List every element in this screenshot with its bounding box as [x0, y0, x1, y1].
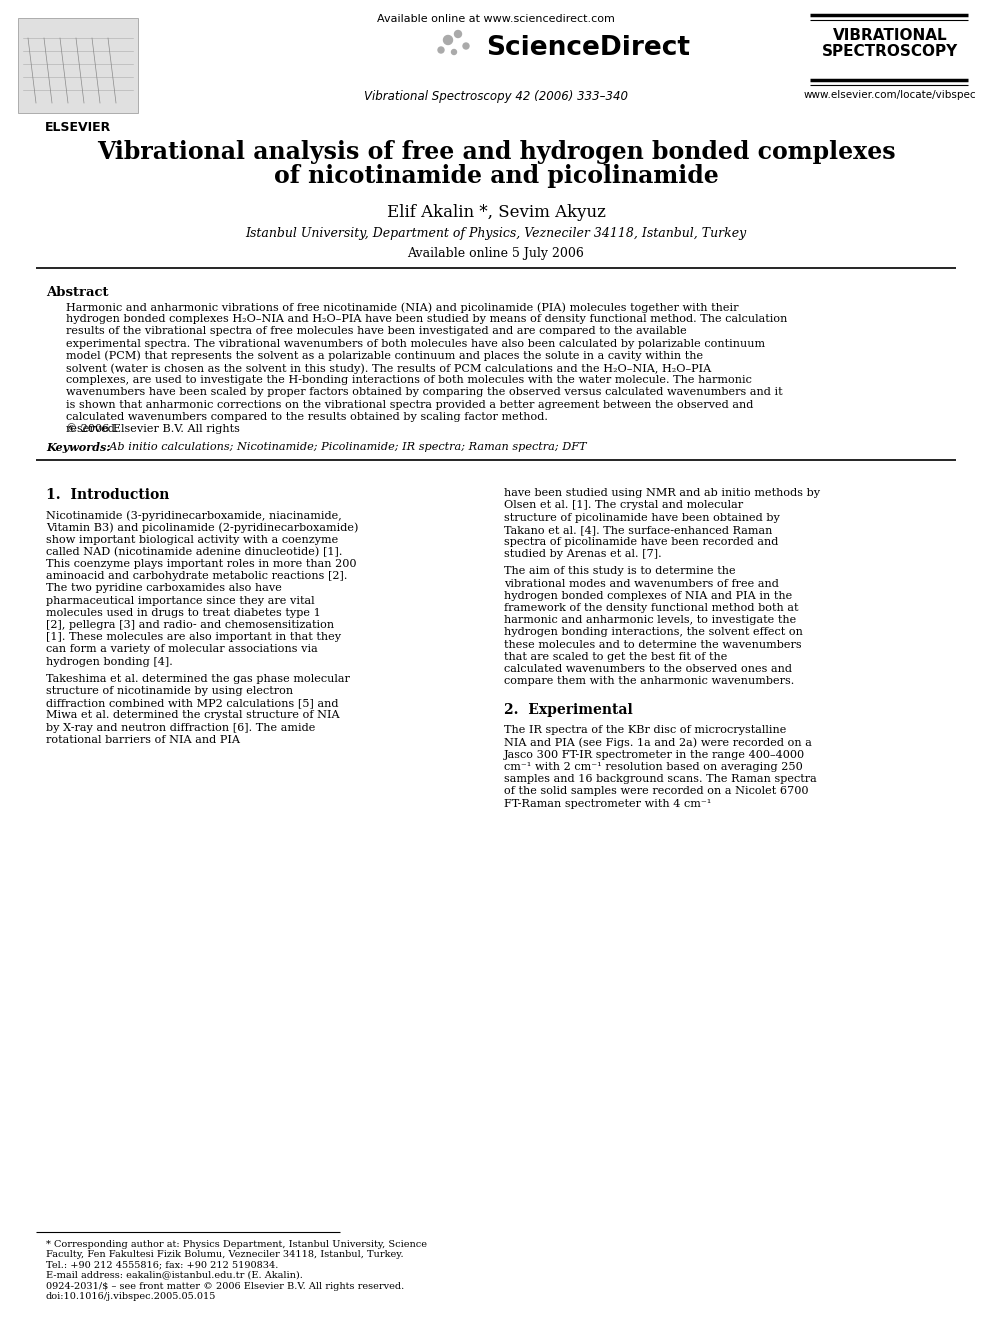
Text: This coenzyme plays important roles in more than 200: This coenzyme plays important roles in m… — [46, 560, 356, 569]
Text: spectra of picolinamide have been recorded and: spectra of picolinamide have been record… — [504, 537, 779, 546]
Text: Takeshima et al. determined the gas phase molecular: Takeshima et al. determined the gas phas… — [46, 673, 350, 684]
Text: Jasco 300 FT-IR spectrometer in the range 400–4000: Jasco 300 FT-IR spectrometer in the rang… — [504, 750, 806, 759]
Text: hydrogen bonded complexes H₂O–NIA and H₂O–PIA have been studied by means of dens: hydrogen bonded complexes H₂O–NIA and H₂… — [66, 314, 788, 324]
Text: hydrogen bonding [4].: hydrogen bonding [4]. — [46, 656, 173, 667]
Text: E-mail address: eakalin@istanbul.edu.tr (E. Akalin).: E-mail address: eakalin@istanbul.edu.tr … — [46, 1270, 303, 1279]
Text: NIA and PIA (see Figs. 1a and 2a) were recorded on a: NIA and PIA (see Figs. 1a and 2a) were r… — [504, 738, 811, 749]
Text: Keywords:: Keywords: — [46, 442, 110, 454]
Text: cm⁻¹ with 2 cm⁻¹ resolution based on averaging 250: cm⁻¹ with 2 cm⁻¹ resolution based on ave… — [504, 762, 803, 773]
Text: Ab initio calculations; Nicotinamide; Picolinamide; IR spectra; Raman spectra; D: Ab initio calculations; Nicotinamide; Pi… — [102, 442, 586, 452]
Text: is shown that anharmonic corrections on the vibrational spectra provided a bette: is shown that anharmonic corrections on … — [66, 400, 753, 410]
Text: solvent (water is chosen as the solvent in this study). The results of PCM calcu: solvent (water is chosen as the solvent … — [66, 363, 711, 373]
Text: Vibrational Spectroscopy 42 (2006) 333–340: Vibrational Spectroscopy 42 (2006) 333–3… — [364, 90, 628, 103]
Text: of the solid samples were recorded on a Nicolet 6700: of the solid samples were recorded on a … — [504, 786, 808, 796]
Text: Elif Akalin *, Sevim Akyuz: Elif Akalin *, Sevim Akyuz — [387, 204, 605, 221]
Text: Vitamin B3) and picolinamide (2-pyridinecarboxamide): Vitamin B3) and picolinamide (2-pyridine… — [46, 523, 358, 533]
Circle shape — [443, 36, 452, 45]
Text: * Corresponding author at: Physics Department, Istanbul University, Science: * Corresponding author at: Physics Depar… — [46, 1240, 427, 1249]
Text: have been studied using NMR and ab initio methods by: have been studied using NMR and ab initi… — [504, 488, 820, 499]
Text: Miwa et al. determined the crystal structure of NIA: Miwa et al. determined the crystal struc… — [46, 710, 339, 721]
Text: Vibrational analysis of free and hydrogen bonded complexes: Vibrational analysis of free and hydroge… — [96, 140, 896, 164]
Text: model (PCM) that represents the solvent as a polarizable continuum and places th: model (PCM) that represents the solvent … — [66, 351, 703, 361]
Text: Tel.: +90 212 4555816; fax: +90 212 5190834.: Tel.: +90 212 4555816; fax: +90 212 5190… — [46, 1259, 279, 1269]
Text: Available online 5 July 2006: Available online 5 July 2006 — [408, 247, 584, 261]
Text: aminoacid and carbohydrate metabolic reactions [2].: aminoacid and carbohydrate metabolic rea… — [46, 572, 347, 581]
Text: Takano et al. [4]. The surface-enhanced Raman: Takano et al. [4]. The surface-enhanced … — [504, 525, 773, 534]
Text: [2], pellegra [3] and radio- and chemosensitization: [2], pellegra [3] and radio- and chemose… — [46, 620, 334, 630]
Text: pharmaceutical importance since they are vital: pharmaceutical importance since they are… — [46, 595, 314, 606]
Text: www.elsevier.com/locate/vibspec: www.elsevier.com/locate/vibspec — [804, 90, 976, 101]
Text: wavenumbers have been scaled by proper factors obtained by comparing the observe: wavenumbers have been scaled by proper f… — [66, 388, 783, 397]
Text: The aim of this study is to determine the: The aim of this study is to determine th… — [504, 566, 736, 577]
Text: experimental spectra. The vibrational wavenumbers of both molecules have also be: experimental spectra. The vibrational wa… — [66, 339, 765, 348]
Text: calculated wavenumbers to the observed ones and: calculated wavenumbers to the observed o… — [504, 664, 792, 673]
Text: 1.  Introduction: 1. Introduction — [46, 488, 170, 503]
Text: samples and 16 background scans. The Raman spectra: samples and 16 background scans. The Ram… — [504, 774, 816, 785]
Text: ELSEVIER: ELSEVIER — [45, 120, 111, 134]
Text: molecules used in drugs to treat diabetes type 1: molecules used in drugs to treat diabete… — [46, 607, 320, 618]
Text: these molecules and to determine the wavenumbers: these molecules and to determine the wav… — [504, 639, 802, 650]
Text: SPECTROSCOPY: SPECTROSCOPY — [822, 44, 958, 60]
Text: of nicotinamide and picolinamide: of nicotinamide and picolinamide — [274, 164, 718, 188]
Text: framework of the density functional method both at: framework of the density functional meth… — [504, 603, 799, 613]
Bar — [18, 19, 138, 112]
Text: hydrogen bonding interactions, the solvent effect on: hydrogen bonding interactions, the solve… — [504, 627, 803, 638]
Text: doi:10.1016/j.vibspec.2005.05.015: doi:10.1016/j.vibspec.2005.05.015 — [46, 1293, 216, 1301]
Text: Available online at www.sciencedirect.com: Available online at www.sciencedirect.co… — [377, 15, 615, 24]
Text: VIBRATIONAL: VIBRATIONAL — [832, 28, 947, 44]
Circle shape — [451, 49, 456, 54]
Text: hydrogen bonded complexes of NIA and PIA in the: hydrogen bonded complexes of NIA and PIA… — [504, 591, 793, 601]
Text: that are scaled to get the best fit of the: that are scaled to get the best fit of t… — [504, 652, 727, 662]
Text: compare them with the anharmonic wavenumbers.: compare them with the anharmonic wavenum… — [504, 676, 795, 687]
Text: Nicotinamide (3-pyridinecarboxamide, niacinamide,: Nicotinamide (3-pyridinecarboxamide, nia… — [46, 511, 342, 521]
Circle shape — [438, 48, 444, 53]
Text: structure of nicotinamide by using electron: structure of nicotinamide by using elect… — [46, 687, 293, 696]
Text: Harmonic and anharmonic vibrations of free nicotinamide (NIA) and picolinamide (: Harmonic and anharmonic vibrations of fr… — [66, 302, 738, 312]
Text: complexes, are used to investigate the H-bonding interactions of both molecules : complexes, are used to investigate the H… — [66, 376, 752, 385]
Text: 2.  Experimental: 2. Experimental — [504, 704, 633, 717]
Text: structure of picolinamide have been obtained by: structure of picolinamide have been obta… — [504, 512, 780, 523]
Text: diffraction combined with MP2 calculations [5] and: diffraction combined with MP2 calculatio… — [46, 699, 338, 708]
Text: called NAD (nicotinamide adenine dinucleotide) [1].: called NAD (nicotinamide adenine dinucle… — [46, 546, 342, 557]
Text: vibrational modes and wavenumbers of free and: vibrational modes and wavenumbers of fre… — [504, 578, 779, 589]
Text: Istanbul University, Department of Physics, Vezneciler 34118, Istanbul, Turkey: Istanbul University, Department of Physi… — [245, 228, 747, 239]
Text: calculated wavenumbers compared to the results obtained by scaling factor method: calculated wavenumbers compared to the r… — [66, 411, 548, 434]
Text: show important biological activity with a coenzyme: show important biological activity with … — [46, 534, 338, 545]
Text: Abstract: Abstract — [46, 286, 108, 299]
Text: The IR spectra of the KBr disc of microcrystalline: The IR spectra of the KBr disc of microc… — [504, 725, 787, 736]
Text: Faculty, Fen Fakultesi Fizik Bolumu, Vezneciler 34118, Istanbul, Turkey.: Faculty, Fen Fakultesi Fizik Bolumu, Vez… — [46, 1250, 404, 1259]
Text: reserved.: reserved. — [66, 423, 119, 434]
Text: Olsen et al. [1]. The crystal and molecular: Olsen et al. [1]. The crystal and molecu… — [504, 500, 743, 511]
Text: 0924-2031/$ – see front matter © 2006 Elsevier B.V. All rights reserved.: 0924-2031/$ – see front matter © 2006 El… — [46, 1282, 405, 1291]
Circle shape — [463, 44, 469, 49]
Text: ScienceDirect: ScienceDirect — [486, 34, 690, 61]
Text: studied by Arenas et al. [7].: studied by Arenas et al. [7]. — [504, 549, 662, 560]
Text: FT-Raman spectrometer with 4 cm⁻¹: FT-Raman spectrometer with 4 cm⁻¹ — [504, 799, 711, 808]
Text: The two pyridine carboxamides also have: The two pyridine carboxamides also have — [46, 583, 282, 594]
Text: can form a variety of molecular associations via: can form a variety of molecular associat… — [46, 644, 317, 655]
Circle shape — [454, 30, 461, 37]
Text: by X-ray and neutron diffraction [6]. The amide: by X-ray and neutron diffraction [6]. Th… — [46, 722, 315, 733]
Text: harmonic and anharmonic levels, to investigate the: harmonic and anharmonic levels, to inves… — [504, 615, 797, 626]
Text: rotational barriers of NIA and PIA: rotational barriers of NIA and PIA — [46, 734, 240, 745]
Text: [1]. These molecules are also important in that they: [1]. These molecules are also important … — [46, 632, 341, 642]
Text: results of the vibrational spectra of free molecules have been investigated and : results of the vibrational spectra of fr… — [66, 327, 686, 336]
